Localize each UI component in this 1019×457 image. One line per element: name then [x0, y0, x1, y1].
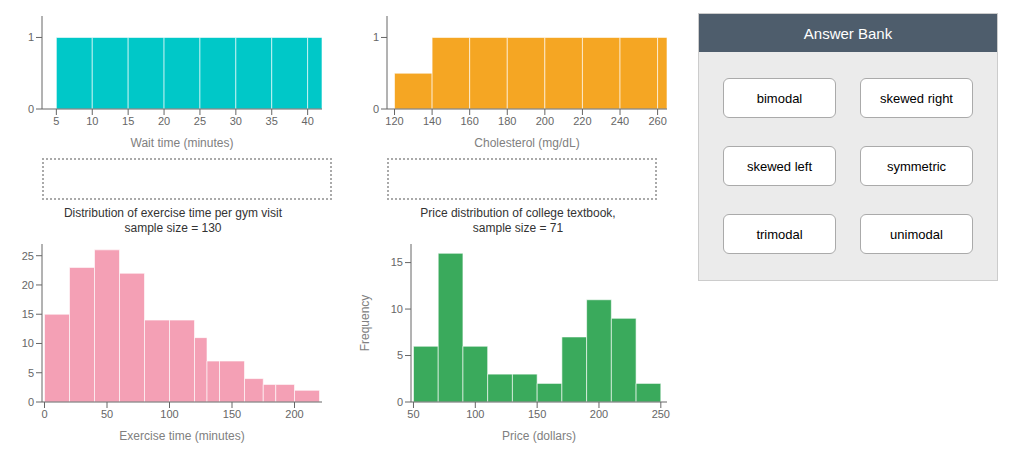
svg-text:35: 35	[266, 115, 278, 127]
svg-text:220: 220	[573, 115, 591, 127]
html-text:symmetric: symmetric	[886, 158, 947, 174]
svg-text:100: 100	[160, 408, 178, 420]
svg-text:0: 0	[397, 396, 403, 408]
svg-text:260: 260	[648, 115, 666, 127]
svg-text:200: 200	[590, 408, 608, 420]
svg-text:160: 160	[461, 115, 479, 127]
svg-text:150: 150	[223, 408, 241, 420]
svg-text:15: 15	[391, 256, 403, 268]
svg-text:Frequency: Frequency	[358, 295, 372, 352]
svg-text:200: 200	[285, 408, 303, 420]
svg-text:0: 0	[28, 103, 34, 115]
svg-text:15: 15	[22, 308, 34, 320]
svg-text:5: 5	[28, 367, 34, 379]
svg-text:140: 140	[423, 115, 441, 127]
html-text:skewed left: skewed left	[747, 158, 812, 174]
html-text:bimodal: bimodal	[756, 90, 803, 106]
svg-text:0: 0	[28, 396, 34, 408]
html-text:sample size = 130: sample size = 130	[124, 221, 222, 235]
svg-text:1: 1	[373, 31, 379, 43]
svg-text:5: 5	[397, 349, 403, 361]
html-text:trimodal: trimodal	[756, 226, 803, 242]
svg-text:5: 5	[53, 115, 59, 127]
svg-text:0: 0	[373, 103, 379, 115]
html-text:Price distribution of college: Price distribution of college textbook,	[420, 206, 616, 220]
svg-text:120: 120	[385, 115, 403, 127]
svg-text:Exercise time (minutes): Exercise time (minutes)	[119, 429, 244, 443]
svg-text:200: 200	[536, 115, 554, 127]
svg-text:20: 20	[22, 279, 34, 291]
svg-text:25: 25	[194, 115, 206, 127]
svg-text:50: 50	[407, 408, 419, 420]
svg-text:Cholesterol (mg/dL): Cholesterol (mg/dL)	[474, 136, 579, 150]
svg-text:10: 10	[22, 337, 34, 349]
svg-text:240: 240	[611, 115, 629, 127]
svg-text:100: 100	[466, 408, 484, 420]
svg-text:250: 250	[652, 408, 670, 420]
html-text:Answer Bank: Answer Bank	[803, 24, 893, 42]
html-text:skewed right: skewed right	[880, 90, 953, 106]
svg-text:40: 40	[302, 115, 314, 127]
svg-text:15: 15	[122, 115, 134, 127]
html-text:unimodal: unimodal	[890, 226, 943, 242]
svg-text:10: 10	[391, 303, 403, 315]
html-text:Distribution of exercise time: Distribution of exercise time per gym vi…	[64, 206, 282, 220]
html-text:sample size = 71: sample size = 71	[472, 221, 564, 235]
svg-text:Wait time (minutes): Wait time (minutes)	[131, 136, 234, 150]
svg-text:150: 150	[528, 408, 546, 420]
svg-text:30: 30	[230, 115, 242, 127]
svg-text:10: 10	[86, 115, 98, 127]
svg-text:180: 180	[498, 115, 516, 127]
svg-text:20: 20	[158, 115, 170, 127]
svg-text:1: 1	[28, 31, 34, 43]
svg-text:0: 0	[41, 408, 47, 420]
svg-text:Price (dollars): Price (dollars)	[502, 429, 576, 443]
svg-text:25: 25	[22, 250, 34, 262]
svg-text:50: 50	[101, 408, 113, 420]
